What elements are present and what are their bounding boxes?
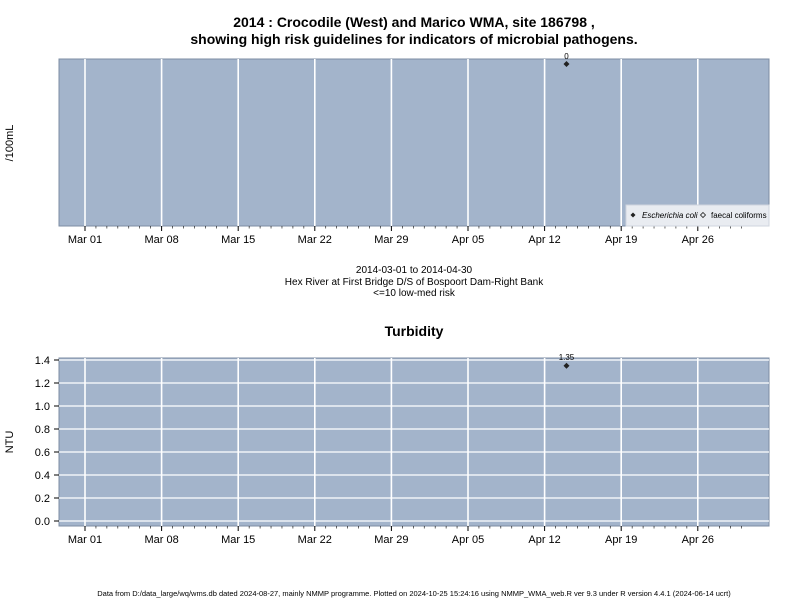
x-tick-label: Mar 15 [221,534,255,546]
x-tick-label: Mar 01 [68,234,102,246]
y-tick-label: 1.2 [35,378,50,390]
legend-faecal-label: faecal coliforms [711,211,767,220]
panel-microbial-x-axis: Mar 01 Mar 08 Mar 15 Mar 22 Mar 29 Apr 05 Apr … [68,226,742,246]
y-tick-label: 0.2 [35,493,50,505]
x-tick-label: Mar 29 [374,534,408,546]
site-description-text: Hex River at First Bridge D/S of Bospoor… [285,277,544,288]
panel-microbial: Mar 01 Mar 08 Mar 15 Mar 22 Mar 29 Apr 05 Apr … [4,52,770,246]
x-tick-label: Apr 12 [528,534,560,546]
x-tick-label: Mar 22 [298,234,332,246]
x-tick-label: Apr 26 [682,234,714,246]
y-tick-label: 1.0 [35,401,50,413]
y-tick-label: 0.4 [35,470,50,482]
y-tick-label: 0.0 [35,516,50,528]
x-tick-label: Mar 08 [144,534,178,546]
date-range-text: 2014-03-01 to 2014-04-30 [356,265,473,276]
panel-turbidity-y-label: NTU [4,431,16,454]
panel-turbidity-y-axis: 0.0 0.2 0.4 0.6 0.8 1.0 1.2 1.4 [35,355,59,528]
ecoli-point-label: 0 [564,52,569,61]
legend-ecoli-label: Escherichia coli [642,211,698,220]
y-tick-label: 1.4 [35,355,50,367]
panel-turbidity: Turbidity 0.0 0.2 0.4 0.6 0.8 1.0 1.2 1.4 Mar 0… [4,323,770,546]
chart-title-line1: 2014 : Crocodile (West) and Marico WMA, … [233,14,595,30]
x-tick-label: Mar 15 [221,234,255,246]
risk-guideline-text: <=10 low-med risk [373,288,456,299]
panel-turbidity-grid [59,358,769,526]
x-tick-label: Apr 26 [682,534,714,546]
footer-note: Data from D:/data_large/wq/wms.db dated … [97,589,731,598]
panel-microbial-background [58,58,770,227]
chart-title-line2: showing high risk guidelines for indicat… [190,31,637,47]
legend-box [625,204,770,227]
panel-turbidity-x-axis: Mar 01 Mar 08 Mar 15 Mar 22 Mar 29 Apr 05 Apr … [68,526,742,546]
panel-microbial-grid [84,59,699,226]
ecoli-point [563,61,570,67]
turbidity-point [563,362,570,369]
panel-microbial-y-label: /100mL [4,125,16,162]
x-tick-label: Apr 05 [452,534,484,546]
x-tick-label: Mar 22 [298,534,332,546]
x-tick-label: Apr 05 [452,234,484,246]
x-tick-label: Mar 08 [144,234,178,246]
panel-turbidity-title: Turbidity [385,323,444,339]
x-tick-label: Apr 19 [605,234,637,246]
x-tick-label: Mar 29 [374,234,408,246]
y-tick-label: 0.6 [35,447,50,459]
legend-ecoli-marker [630,212,636,218]
panel-microbial-points: 0 [563,52,570,67]
y-tick-label: 0.8 [35,424,50,436]
x-tick-label: Apr 19 [605,534,637,546]
turbidity-point-label: 1.35 [559,353,575,362]
x-tick-label: Mar 01 [68,534,102,546]
panel-turbidity-points: 1.35 [559,353,575,369]
x-tick-label: Apr 12 [528,234,560,246]
legend: Escherichia coli faecal coliforms [625,204,770,227]
legend-faecal-marker [699,211,707,219]
